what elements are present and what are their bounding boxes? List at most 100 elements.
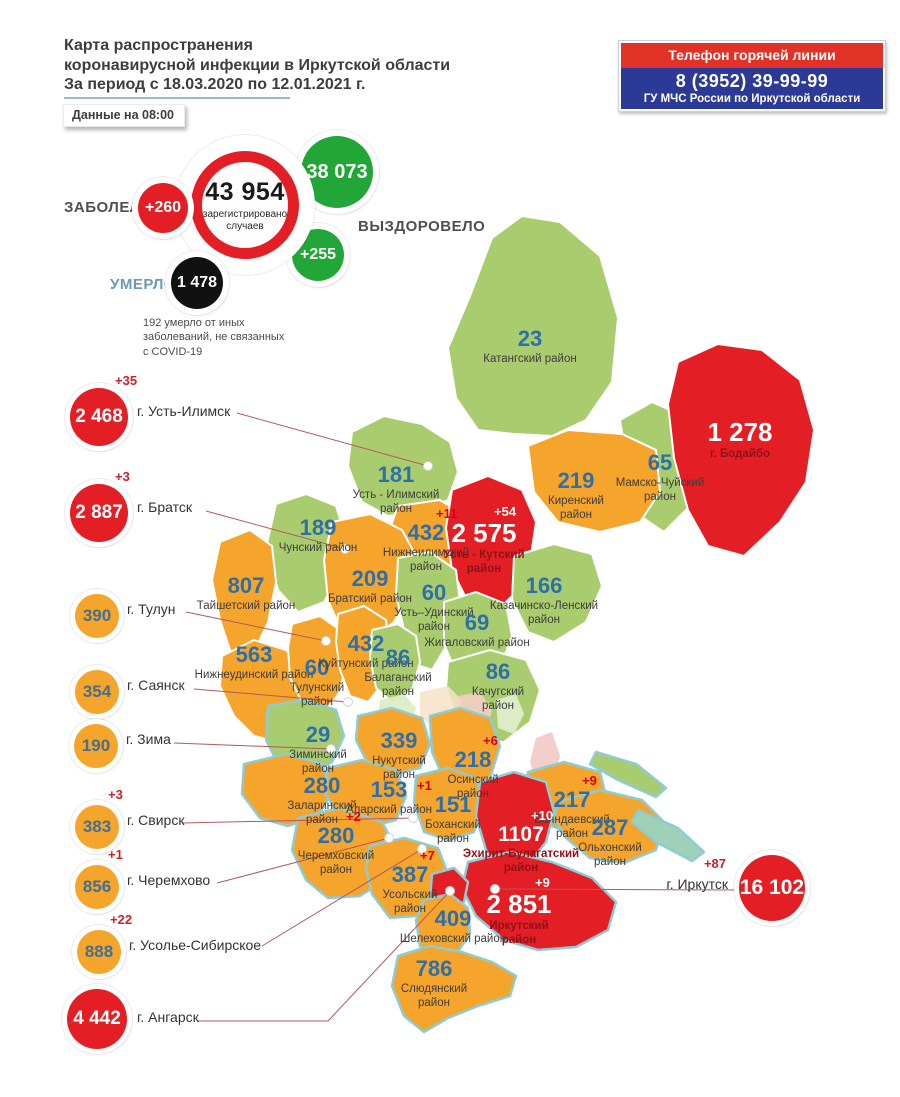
hotline-body: 8 (3952) 39-99-99 ГУ МЧС России по Иркут… [621,68,883,109]
region-value: 189 [299,515,337,540]
region-name: Качугский район [471,686,525,712]
region-label-cheremkhovsky: +2 280 Черемховский район [281,810,391,878]
region-label-ekhirit-bulagatsky: +10 1107 Эхирит-Булагатский район [454,809,589,876]
region-label-ust-udinsky: 60 Усть–Удинский район [379,582,489,635]
region-label-nizhneudinsky: 563 Нижнеудинский район [194,644,314,683]
recovered-value: 38 073 [306,160,368,183]
region-label-slyudyansky: 786 Слюдянский район [384,958,484,1011]
region-value: 218 [454,747,492,772]
region-value: 2 851 [486,889,552,919]
region-value: 23 [517,326,543,351]
region-delta: +10 [531,808,554,823]
callout-city-label: г. Братск [137,499,193,515]
region-label-katangsky: 23 Катангский район [455,328,605,367]
callout-delta: +35 [115,373,138,388]
region-name: Мамско-Чуйский район [615,477,705,503]
callout-circle: 2 887 [70,484,128,542]
city-marker-angarsk [445,886,455,896]
region-label-ust-kutsky: +54 2 575 Усть - Кутский район [429,505,539,577]
region-name: Усть - Кутский район [443,549,525,575]
region-name: Заларинский район [287,800,357,826]
region-shape-tulunsky [287,615,347,713]
region-name: Нижнеудинский район [194,669,314,681]
callout-circle: 888 [77,930,121,974]
callout-circle: 190 [74,724,118,768]
region-value: 432 [347,631,385,656]
region-value: 69 [464,610,490,635]
sick-delta-circle: +260 [138,183,188,233]
city-marker-tulun [321,636,331,646]
callout-city-label: г. Ангарск [137,1009,199,1025]
callout-city-label: г. Зима [126,731,171,747]
region-name: Эхирит-Булагатский район [462,848,580,874]
region-name: Тулунский район [289,682,345,708]
callout-circle: 354 [75,670,119,714]
region-label-taishetsky: 807 Тайшетский район [196,575,296,614]
baikal-shore-strip [630,808,706,863]
callout-value: 354 [82,682,112,701]
region-name: Куйтунский район [318,658,414,670]
region-name: Усть - Илимский район [352,489,440,515]
callout-line-usolye [261,848,423,947]
region-label-usolsky: +7 387 Усольский район [365,849,455,917]
callout-circle: 383 [75,805,119,849]
city-marker-bratsk [340,544,350,554]
city-marker-svirsk [408,813,418,823]
region-shape-taishetsky [211,529,277,657]
region-label-bodaybo: 1 278 г. Бодайбо [685,419,795,462]
recovered-delta: +255 [299,246,337,263]
total-cases-value: 43 954 [205,177,285,206]
callout-value: 190 [81,736,111,755]
region-value: 151 [434,792,472,817]
region-label-zalarinsky: 280 Заларинский район [272,775,372,828]
region-value: 60 [421,580,447,605]
region-name: Зиминский район [289,749,347,775]
callout-value: 383 [82,817,112,836]
region-delta: +1 [417,778,432,793]
callout-circle: 2 468 [70,388,128,446]
region-value: 60 [304,655,330,680]
region-shape-katangsky [447,215,619,437]
region-name: Усть–Удинский район [394,607,474,633]
region-label-bayandaevsky: +9 217 Баяндаевский район [517,774,627,842]
region-label-ziminsky: 29 Зиминский район [273,724,363,777]
region-shape-ust-ilimsky [347,415,459,517]
callout-value: 2 887 [75,502,123,523]
title-underline [64,97,290,99]
callout-value: 4 442 [73,1008,121,1029]
city-marker-zima [326,744,336,754]
region-value: 29 [305,722,331,747]
callout-delta: +1 [108,847,123,862]
region-name: Балаганский район [364,672,432,698]
region-label-chunsky: 189 Чунский район [278,517,358,556]
region-label-ust-ilimsky: 181 Усть - Илимский район [336,464,456,517]
region-label-balagansky: 86 Балаганский район [352,647,444,700]
recovered-label: ВЫЗДОРОВЕЛО [358,218,486,235]
region-name: Усольский район [382,889,438,915]
callout-value: 390 [82,606,112,625]
region-name: Ольхонский район [578,842,642,868]
region-value: 217 [553,787,591,812]
region-name: Боханский район [425,819,481,845]
city-marker-sayansk [343,697,353,707]
callout-line-ust-ilimsk [236,412,429,467]
sick-delta: +260 [144,199,182,216]
region-value: 287 [591,815,629,840]
region-name: Черемховский район [297,850,375,876]
region-value: 209 [351,566,389,591]
region-shape-ekhirit-bulagatsky [474,770,556,872]
region-value: 86 [485,659,511,684]
callout-delta: +3 [115,469,130,484]
region-name: Чунский район [278,542,358,554]
callout-circle: 390 [75,594,119,638]
callout-city-label: г. Иркутск [666,876,728,892]
region-delta: +9 [582,773,597,788]
hotline-title: Телефон горячей линии [621,43,883,68]
callout-city-label: г. Свирск [127,812,185,828]
region-shape-olkhonsky [552,788,666,865]
callout-line-bratsk [205,510,346,550]
region-name: Братский район [327,593,412,605]
region-label-bratsky: 209 Братский район [325,568,415,607]
